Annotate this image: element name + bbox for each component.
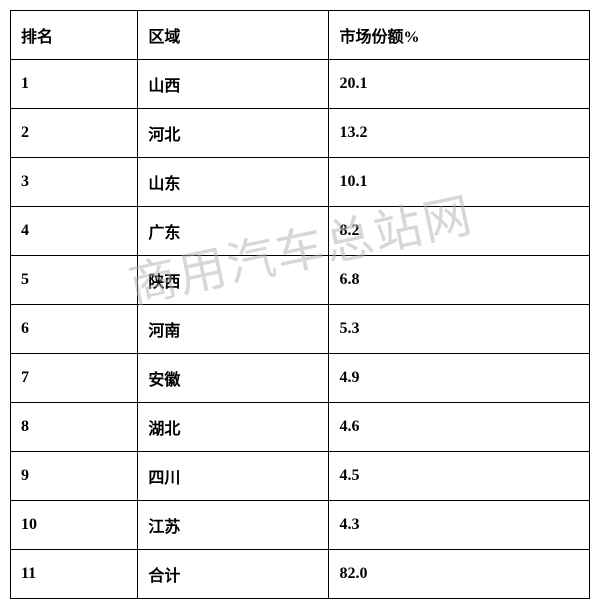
cell-region: 陕西 xyxy=(138,256,329,305)
table-row: 8 湖北 4.6 xyxy=(11,403,590,452)
table-row: 11 合计 82.0 xyxy=(11,550,590,599)
table-row: 6 河南 5.3 xyxy=(11,305,590,354)
cell-rank: 1 xyxy=(11,60,138,109)
cell-region: 江苏 xyxy=(138,501,329,550)
cell-share: 13.2 xyxy=(329,109,590,158)
cell-rank: 2 xyxy=(11,109,138,158)
cell-rank: 11 xyxy=(11,550,138,599)
cell-rank: 8 xyxy=(11,403,138,452)
cell-region: 河南 xyxy=(138,305,329,354)
cell-share: 4.6 xyxy=(329,403,590,452)
cell-share: 4.9 xyxy=(329,354,590,403)
table-row: 2 河北 13.2 xyxy=(11,109,590,158)
table-row: 5 陕西 6.8 xyxy=(11,256,590,305)
cell-share: 4.3 xyxy=(329,501,590,550)
table-row: 10 江苏 4.3 xyxy=(11,501,590,550)
cell-share: 5.3 xyxy=(329,305,590,354)
table-container: 商用汽车总站网 排名 区域 市场份额% 1 山西 20.1 2 河北 13.2 … xyxy=(10,10,590,599)
cell-rank: 7 xyxy=(11,354,138,403)
table-header-row: 排名 区域 市场份额% xyxy=(11,11,590,60)
header-region: 区域 xyxy=(138,11,329,60)
cell-rank: 9 xyxy=(11,452,138,501)
cell-region: 湖北 xyxy=(138,403,329,452)
cell-region: 山东 xyxy=(138,158,329,207)
header-rank: 排名 xyxy=(11,11,138,60)
cell-region: 安徽 xyxy=(138,354,329,403)
cell-region: 四川 xyxy=(138,452,329,501)
market-share-table: 排名 区域 市场份额% 1 山西 20.1 2 河北 13.2 3 山东 10.… xyxy=(10,10,590,599)
cell-share: 10.1 xyxy=(329,158,590,207)
cell-share: 8.2 xyxy=(329,207,590,256)
cell-region: 广东 xyxy=(138,207,329,256)
cell-share: 20.1 xyxy=(329,60,590,109)
cell-rank: 5 xyxy=(11,256,138,305)
cell-share: 6.8 xyxy=(329,256,590,305)
cell-share: 82.0 xyxy=(329,550,590,599)
cell-rank: 6 xyxy=(11,305,138,354)
cell-rank: 3 xyxy=(11,158,138,207)
cell-region: 山西 xyxy=(138,60,329,109)
table-row: 7 安徽 4.9 xyxy=(11,354,590,403)
table-body: 1 山西 20.1 2 河北 13.2 3 山东 10.1 4 广东 8.2 5 xyxy=(11,60,590,599)
table-row: 9 四川 4.5 xyxy=(11,452,590,501)
table-row: 1 山西 20.1 xyxy=(11,60,590,109)
cell-region: 合计 xyxy=(138,550,329,599)
table-row: 4 广东 8.2 xyxy=(11,207,590,256)
cell-rank: 4 xyxy=(11,207,138,256)
table-row: 3 山东 10.1 xyxy=(11,158,590,207)
cell-rank: 10 xyxy=(11,501,138,550)
cell-share: 4.5 xyxy=(329,452,590,501)
cell-region: 河北 xyxy=(138,109,329,158)
header-share: 市场份额% xyxy=(329,11,590,60)
